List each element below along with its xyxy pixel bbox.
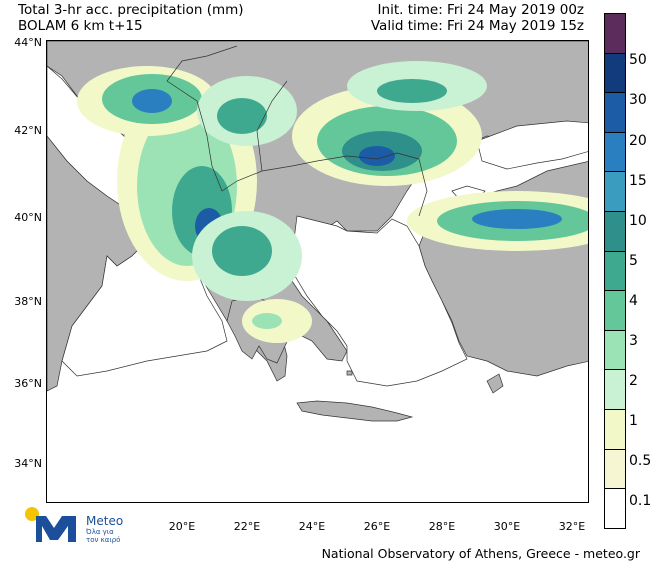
cb-label-5: 5 bbox=[629, 253, 638, 269]
precip-greece-north-inner bbox=[212, 226, 272, 276]
cb-label-10: 10 bbox=[629, 213, 647, 229]
logo-name: Meteo bbox=[86, 514, 124, 528]
colorbar-cell bbox=[604, 52, 626, 94]
lon-label-30: 30°E bbox=[493, 520, 521, 533]
cb-label-1: 1 bbox=[629, 413, 638, 429]
cb-label-15: 15 bbox=[629, 173, 647, 189]
lon-label-24: 24°E bbox=[298, 520, 326, 533]
precip-turkey-inner bbox=[472, 209, 562, 229]
colorbar-cell bbox=[604, 171, 626, 212]
colorbar-cell bbox=[604, 92, 626, 133]
footer-credit: National Observatory of Athens, Greece -… bbox=[321, 546, 640, 561]
cb-label-0-5: 0.5 bbox=[629, 453, 650, 469]
map-title: Total 3-hr acc. precipitation (mm) BOLAM… bbox=[18, 2, 244, 34]
colorbar-cell bbox=[604, 131, 626, 173]
black-sea bbox=[476, 120, 588, 170]
lat-label-42: 42°N bbox=[14, 124, 42, 137]
cb-label-3: 3 bbox=[629, 333, 638, 349]
lon-label-22: 22°E bbox=[233, 520, 261, 533]
precipitation-fields bbox=[77, 61, 588, 343]
logo-tagline-2: τον καιρό bbox=[86, 536, 121, 544]
lon-label-32: 32°E bbox=[558, 520, 586, 533]
colorbar-cell bbox=[604, 448, 626, 490]
precip-serbia-inner bbox=[217, 98, 267, 134]
cb-label-0-1: 0.1 bbox=[629, 493, 650, 509]
forecast-times: Init. time: Fri 24 May 2019 00z Valid ti… bbox=[371, 2, 584, 34]
colorbar-cell bbox=[604, 210, 626, 252]
lat-label-36: 36°N bbox=[14, 377, 42, 390]
colorbar-cell bbox=[604, 13, 626, 54]
cb-label-30: 30 bbox=[629, 92, 647, 108]
colorbar-cell bbox=[604, 250, 626, 292]
cb-label-50: 50 bbox=[629, 52, 647, 68]
cb-label-2: 2 bbox=[629, 373, 638, 389]
lat-label-44: 44°N bbox=[14, 36, 42, 49]
sun-icon bbox=[25, 507, 39, 521]
map-canvas bbox=[47, 41, 588, 422]
cb-label-4: 4 bbox=[629, 293, 638, 309]
lon-label-28: 28°E bbox=[428, 520, 456, 533]
lat-label-34: 34°N bbox=[14, 457, 42, 470]
lon-label-26: 26°E bbox=[363, 520, 391, 533]
title-line-1: Total 3-hr acc. precipitation (mm) bbox=[18, 2, 244, 18]
precipitation-map bbox=[46, 40, 589, 503]
logo-m-icon bbox=[36, 516, 76, 542]
lat-label-38: 38°N bbox=[14, 295, 42, 308]
cb-label-20: 20 bbox=[629, 133, 647, 149]
country-borders bbox=[166, 45, 428, 217]
colorbar-cell bbox=[604, 369, 626, 410]
logo-tagline: Όλα για τον καιρό bbox=[86, 528, 120, 544]
colorbar-cell bbox=[604, 290, 626, 331]
logo-tagline-1: Όλα για bbox=[86, 528, 114, 536]
title-line-2: BOLAM 6 km t+15 bbox=[18, 18, 143, 34]
aegean-sea bbox=[291, 215, 468, 387]
lon-label-20: 20°E bbox=[168, 520, 196, 533]
rhodes-island bbox=[486, 373, 504, 394]
crete-island bbox=[296, 400, 414, 422]
colorbar-cell bbox=[604, 329, 626, 371]
meteo-logo bbox=[25, 507, 76, 542]
valid-time: Valid time: Fri 24 May 2019 15z bbox=[370, 18, 584, 34]
precipitation-colorbar bbox=[604, 13, 626, 529]
colorbar-cell bbox=[604, 488, 626, 529]
precip-romania-inner bbox=[377, 79, 447, 103]
precip-bulgaria-core bbox=[359, 146, 395, 166]
colorbar-cell bbox=[604, 408, 626, 450]
precip-peloponnese-inner bbox=[252, 313, 282, 329]
precip-montenegro-inner bbox=[132, 89, 172, 113]
lat-label-40: 40°N bbox=[14, 211, 42, 224]
init-time: Init. time: Fri 24 May 2019 00z bbox=[377, 2, 584, 18]
